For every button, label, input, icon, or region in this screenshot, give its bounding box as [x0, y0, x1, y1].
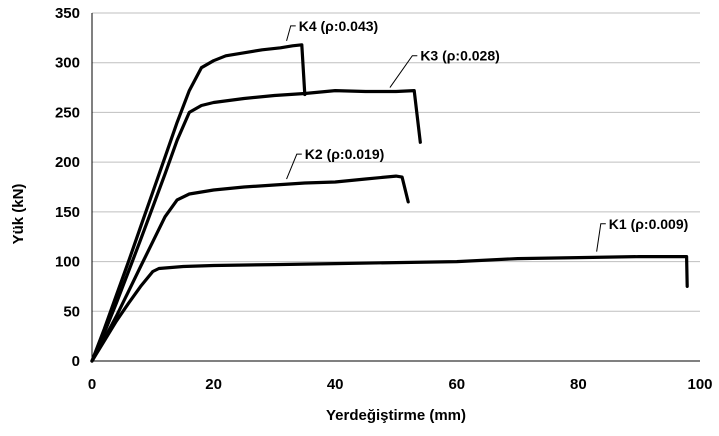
y-tick-label: 200 — [55, 154, 80, 171]
x-tick-label: 60 — [448, 376, 465, 393]
y-tick-label: 0 — [72, 353, 80, 370]
x-tick-label: 80 — [570, 376, 587, 393]
y-tick-label: 350 — [55, 5, 80, 22]
y-tick-label: 150 — [55, 204, 80, 221]
x-tick-label: 100 — [687, 376, 712, 393]
series-annotations: K1 (ρ:0.009) K2 (ρ:0.019) K3 (ρ:0.028) K4 (… — [286, 18, 688, 252]
series-line-4 — [90, 43, 307, 363]
annotation-leader — [286, 153, 302, 180]
x-axis-title: Yerdeğiştirme (mm) — [326, 407, 466, 424]
gridlines — [92, 12, 700, 312]
annotation-leader — [286, 25, 296, 41]
y-axis-title: Yük (kN) — [10, 184, 27, 245]
series-line-3 — [90, 89, 422, 363]
series-lines — [90, 43, 689, 363]
y-tick-label: 300 — [55, 55, 80, 72]
series-line-1 — [90, 255, 689, 363]
series-annotation-label: K2 (ρ:0.019) — [305, 146, 384, 162]
annotation-leader — [596, 223, 606, 252]
x-tick-label: 20 — [205, 376, 222, 393]
series-annotation-label: K1 (ρ:0.009) — [609, 216, 688, 232]
y-tick-label: 100 — [55, 254, 80, 271]
y-tick-label: 50 — [63, 303, 80, 320]
y-tick-label: 250 — [55, 104, 80, 121]
x-tick-label: 40 — [327, 376, 344, 393]
series-line-2 — [90, 174, 410, 363]
x-tick-labels: 0 20 40 60 80 100 — [88, 376, 713, 393]
y-tick-labels: 0 50 100 150 200 250 300 350 — [55, 5, 80, 370]
axes — [91, 13, 700, 362]
series-annotation-label: K4 (ρ:0.043) — [299, 18, 378, 34]
series-annotation-label: K3 (ρ:0.028) — [420, 48, 499, 64]
annotation-leader — [389, 55, 418, 88]
x-tick-label: 0 — [88, 376, 96, 393]
